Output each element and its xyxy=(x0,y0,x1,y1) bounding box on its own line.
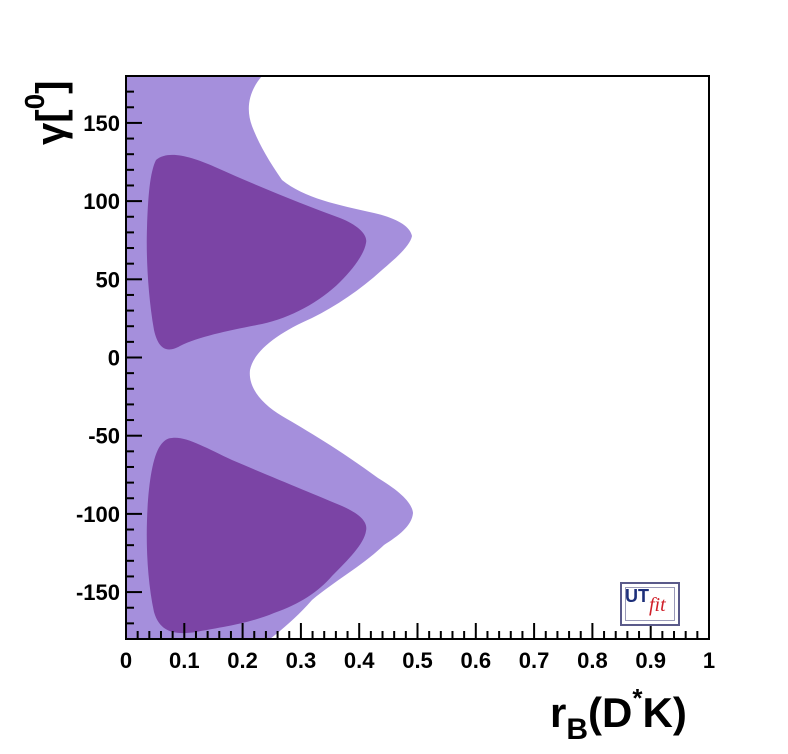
x-axis-title: rB(D*K) xyxy=(550,683,687,746)
x-tick-label: 0.8 xyxy=(577,648,608,673)
region-68-percent-lower xyxy=(146,437,367,634)
x-tick-label: 0 xyxy=(120,648,132,673)
region-68-percent-upper xyxy=(146,154,367,350)
y-tick-label: 150 xyxy=(83,111,120,136)
y-tick-label: 50 xyxy=(96,267,120,292)
x-tick-label: 0.4 xyxy=(344,648,375,673)
x-tick-label: 0.7 xyxy=(519,648,550,673)
x-tick-label: 0.3 xyxy=(286,648,317,673)
utfit-logo-border xyxy=(625,587,675,621)
utfit-logo-ut: UT xyxy=(625,586,649,606)
x-tick-label: 0.6 xyxy=(461,648,492,673)
x-tick-label: 0.1 xyxy=(169,648,200,673)
y-tick-label: -100 xyxy=(76,502,120,527)
utfit-logo: UT fit xyxy=(620,582,680,626)
x-tick-label: 1 xyxy=(703,648,715,673)
probability-regions xyxy=(126,76,413,639)
y-tick-label: 100 xyxy=(83,189,120,214)
y-tick-label: -50 xyxy=(88,424,120,449)
y-axis-title: γ[0] xyxy=(19,81,73,145)
x-axis-tick-labels: 0 0.1 0.2 0.3 0.4 0.5 0.6 0.7 0.8 0.9 1 xyxy=(120,648,715,673)
y-tick-label: 0 xyxy=(108,346,120,371)
x-tick-label: 0.5 xyxy=(402,648,433,673)
utfit-logo-fit: fit xyxy=(649,594,666,616)
y-tick-label: -150 xyxy=(76,580,120,605)
y-axis-tick-labels: -150 -100 -50 0 50 100 150 xyxy=(76,111,120,605)
x-tick-label: 0.2 xyxy=(227,648,258,673)
y-axis-ticks xyxy=(126,75,142,625)
x-axis-ticks xyxy=(125,623,710,639)
x-tick-label: 0.9 xyxy=(635,648,666,673)
